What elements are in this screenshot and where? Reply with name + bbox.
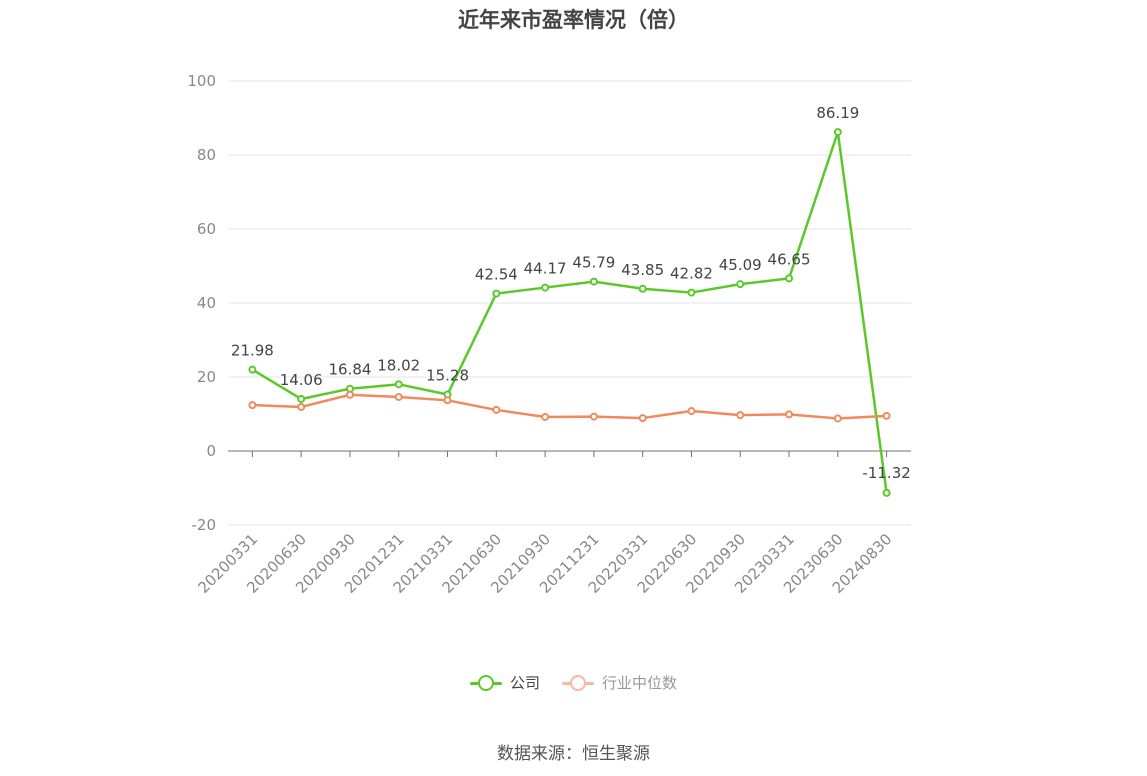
data-point-industry bbox=[833, 414, 842, 423]
data-point-industry bbox=[638, 414, 647, 423]
data-point-industry bbox=[492, 405, 501, 414]
data-label: 44.17 bbox=[524, 260, 567, 278]
data-label: 45.09 bbox=[719, 256, 762, 274]
y-tick-label: 100 bbox=[187, 72, 216, 90]
legend: 公司 行业中位数 bbox=[0, 672, 1147, 693]
data-label: 18.02 bbox=[377, 356, 420, 374]
data-point-industry bbox=[297, 402, 306, 411]
data-label: 21.98 bbox=[231, 342, 274, 360]
y-tick-label: 40 bbox=[197, 294, 216, 312]
data-point-company bbox=[492, 289, 501, 298]
data-point-company bbox=[248, 365, 257, 374]
data-point-company bbox=[541, 283, 550, 292]
data-label: 42.82 bbox=[670, 265, 713, 283]
y-tick-label: 20 bbox=[197, 368, 216, 386]
data-label: -11.32 bbox=[862, 464, 910, 482]
series-line-industry bbox=[252, 393, 887, 420]
legend-company-label: 公司 bbox=[509, 674, 540, 692]
legend-company-swatch bbox=[469, 674, 502, 691]
data-labels: 21.98 14.06 16.84 18.02 15.28 42.54 44.17 45.79… bbox=[231, 104, 911, 482]
data-point-company bbox=[785, 274, 794, 283]
data-point-industry bbox=[345, 390, 354, 399]
data-label: 42.54 bbox=[475, 266, 518, 284]
legend-industry-swatch bbox=[562, 674, 594, 691]
data-label: 43.85 bbox=[621, 261, 664, 279]
chart-title: 近年来市盈率情况（倍） bbox=[458, 8, 689, 32]
data-point-company bbox=[833, 128, 842, 137]
series-lines bbox=[248, 128, 891, 497]
data-point-industry bbox=[687, 407, 696, 416]
data-point-industry bbox=[541, 412, 550, 421]
data-label: 86.19 bbox=[816, 104, 859, 122]
data-point-company bbox=[589, 277, 598, 286]
legend-item-company[interactable]: 公司 bbox=[469, 672, 540, 693]
data-label: 15.28 bbox=[426, 366, 469, 384]
data-point-industry bbox=[394, 392, 403, 401]
data-label: 14.06 bbox=[280, 371, 323, 389]
data-point-company bbox=[687, 288, 696, 297]
data-label: 45.79 bbox=[572, 254, 615, 272]
legend-industry-label: 行业中位数 bbox=[602, 674, 678, 692]
data-point-industry bbox=[882, 411, 891, 420]
data-point-company bbox=[736, 280, 745, 289]
line-chart: -200204060801002020033120200630202009302… bbox=[187, 72, 911, 597]
data-label: 46.65 bbox=[768, 250, 811, 268]
data-point-company bbox=[882, 488, 891, 497]
y-tick-label: -20 bbox=[192, 516, 217, 534]
source-note: 数据来源：恒生聚源 bbox=[497, 744, 650, 764]
data-point-industry bbox=[248, 401, 257, 410]
data-point-company bbox=[394, 380, 403, 389]
legend-item-industry[interactable]: 行业中位数 bbox=[562, 672, 677, 693]
y-tick-label: 60 bbox=[197, 220, 216, 238]
grid-lines bbox=[228, 80, 911, 526]
data-point-industry bbox=[589, 412, 598, 421]
data-point-industry bbox=[443, 396, 452, 405]
y-tick-label: 0 bbox=[206, 442, 216, 460]
axes: -200204060801002020033120200630202009302… bbox=[187, 72, 911, 597]
data-point-industry bbox=[736, 411, 745, 420]
data-point-company bbox=[638, 284, 647, 293]
series-line-company bbox=[251, 130, 888, 494]
data-point-industry bbox=[785, 410, 794, 419]
data-point-company bbox=[297, 394, 306, 403]
y-tick-label: 80 bbox=[197, 146, 216, 164]
data-label: 16.84 bbox=[328, 361, 371, 379]
